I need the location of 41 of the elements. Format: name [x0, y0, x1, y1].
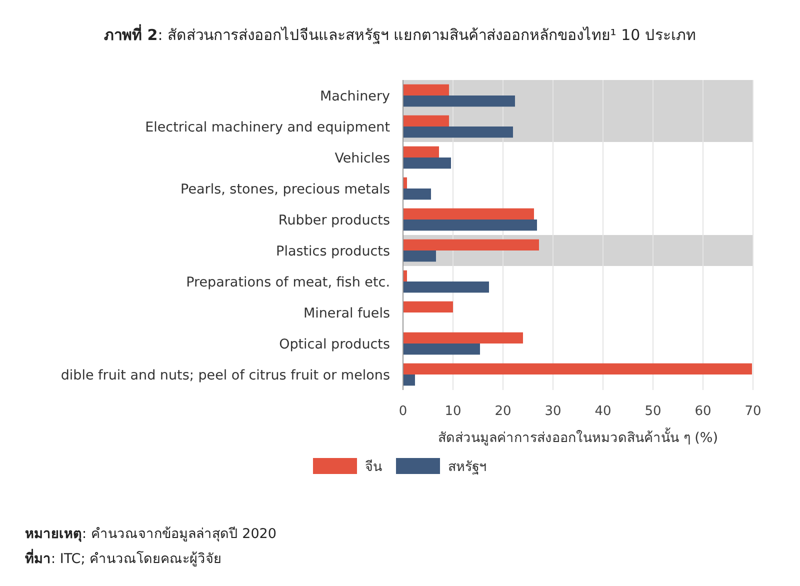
x-tick-label: 70 [744, 404, 762, 419]
bar [403, 332, 523, 344]
bar [403, 239, 539, 250]
bar [403, 84, 449, 96]
bar [403, 344, 480, 355]
chart-title: ภาพที่ 2: สัดส่วนการส่งออกไปจีนและสหรัฐฯ แยกตามสินค้าส่งออกหลักของไทย¹ 10 ประเภท [104, 24, 696, 44]
legend-label: สหรัฐฯ [448, 459, 487, 475]
y-tick-label: Mineral fuels [303, 306, 390, 322]
text: ที่มา: ITC; คำนวณโดยคณะผู้วิจัย [25, 548, 222, 567]
y-tick-label: Pearls, stones, precious metals [180, 182, 390, 198]
y-tick-label: Rubber products [278, 212, 390, 228]
bar [403, 96, 515, 107]
bar [403, 301, 453, 312]
y-tick-label: Electrical machinery and equipment [145, 120, 390, 136]
bar [403, 146, 439, 158]
x-axis-title: สัดส่วนมูลค่าการส่งออกในหมวดสินค้านั้น ๆ (%) [438, 427, 718, 446]
y-tick-label: Plastics products [276, 244, 390, 260]
bar [403, 158, 451, 169]
y-tick-label: Vehicles [334, 150, 390, 166]
y-tick-label: dible fruit and nuts; peel of citrus fruit or melons [60, 368, 390, 384]
y-tick-label: Optical products [279, 336, 390, 352]
x-tick-label: 50 [644, 404, 662, 419]
y-tick-label: Machinery [320, 88, 390, 104]
bar [403, 115, 449, 126]
bar [403, 363, 752, 374]
bar [403, 188, 431, 200]
x-tick-label: 10 [444, 404, 462, 419]
bar [403, 282, 489, 293]
x-tick-label: 60 [694, 404, 712, 419]
text: หมายเหตุ: คำนวณจากข้อมูลล่าสุดปี 2020 [25, 526, 276, 542]
legend-label: จีน [365, 459, 382, 475]
x-tick-label: 0 [398, 404, 408, 419]
bar [403, 208, 534, 220]
x-tick-label: 40 [594, 404, 612, 419]
bar [403, 374, 415, 386]
bar [403, 250, 436, 262]
x-tick-label: 30 [544, 404, 562, 419]
bar [403, 126, 513, 138]
bar [403, 220, 537, 231]
x-tick-label: 20 [494, 404, 512, 419]
y-tick-label: Preparations of meat, fish etc. [186, 274, 390, 290]
